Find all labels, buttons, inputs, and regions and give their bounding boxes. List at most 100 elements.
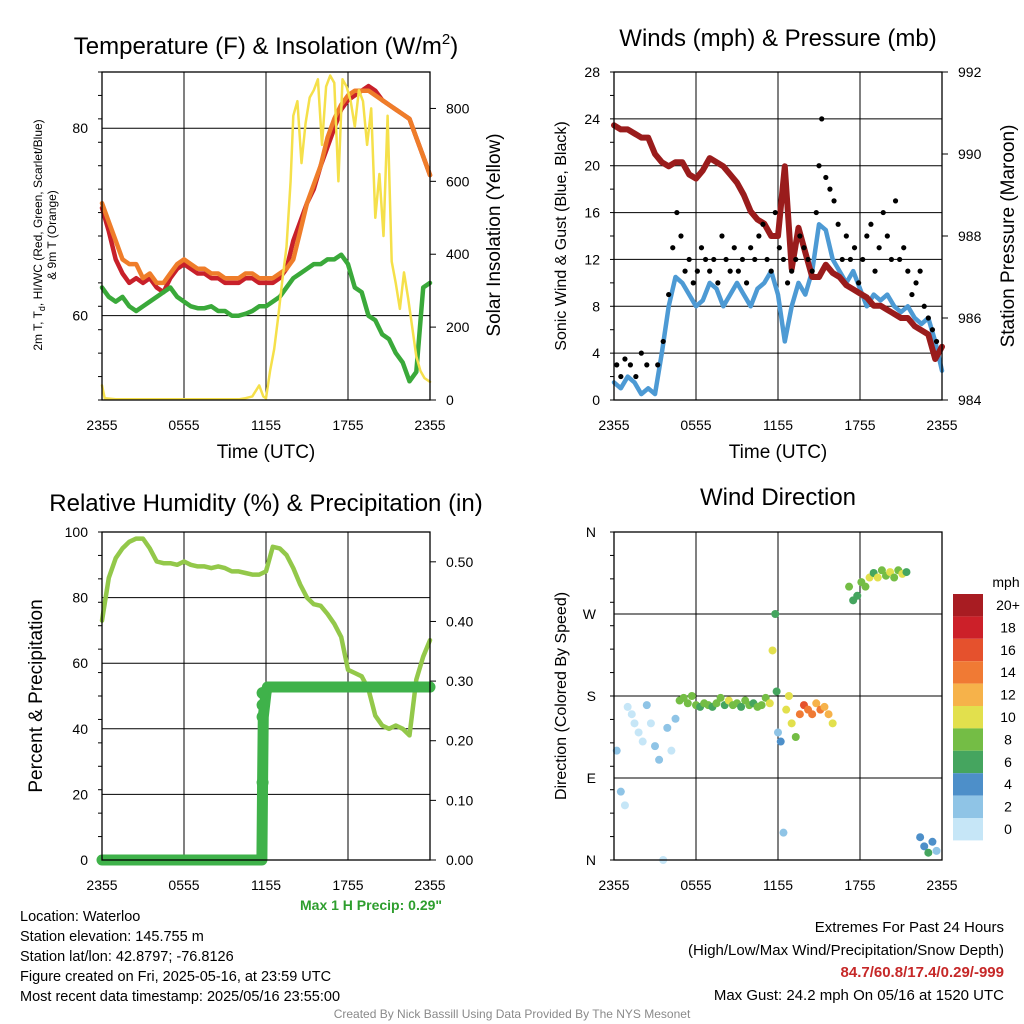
y-tick-label: 8 [592,298,600,314]
gust-point [748,245,754,251]
gust-point [801,245,807,251]
humidity-ylabel-left: Percent & Precipitation [26,599,47,792]
gust-point [723,256,729,263]
gust-point [760,221,766,227]
y2-tick-label: 0 [446,392,454,408]
plot-frame [101,531,431,861]
gust-point [793,256,799,263]
gust-point [627,362,634,368]
gust-point [809,268,815,274]
colorbar-label: 20+ [996,597,1020,613]
gust-point [819,116,825,122]
direction-title: Wind Direction [700,484,856,511]
y2-tick-label: 400 [446,246,470,262]
x-tick-label: 2355 [598,877,629,893]
gust-point [868,221,874,227]
x-tick-label: 1155 [763,877,793,893]
direction-point [812,699,821,708]
colorbar-label: 2 [1004,799,1012,815]
y2-tick-label: 988 [958,228,982,244]
gust-point [813,209,819,216]
precip-line [96,681,436,866]
y-tick-label: 0 [80,852,88,868]
direction-point [771,610,780,618]
gust-point [784,280,791,286]
extremes-line2: (High/Low/Max Wind/Precipitation/Snow De… [688,941,1004,959]
colorbar-label: 12 [1000,687,1016,703]
gust-point [831,198,837,204]
direction-point [920,842,929,851]
direction-point [886,568,895,577]
direction-point [873,573,882,582]
direction-point [620,801,629,810]
gust-point [618,373,624,380]
direction-point [671,714,680,723]
direction-ylabel-left: Direction (Colored By Speed) [553,592,570,800]
y2-tick-label: 0.20 [446,733,473,749]
y-tick-label: 20 [584,158,600,174]
gust-point [711,256,717,263]
gust-point [933,338,940,345]
y-tick-label: W [583,606,597,622]
y2-tick-label: 992 [958,64,982,80]
temperature-title: Temperature (F) & Insolation (W/m2) [74,31,458,60]
x-tick-label: 1755 [844,417,875,433]
colorbar-label: 18 [1000,619,1016,635]
gust-point [707,268,713,274]
y-tick-label: 28 [584,64,600,80]
plot-frame [101,71,431,401]
direction-point [623,702,632,711]
direction-point [627,710,636,719]
direction-point [634,728,643,737]
direction-point [820,702,829,711]
gust-point [823,174,829,181]
direction-point [642,701,651,710]
gust-point [843,233,849,239]
x-tick-label: 0555 [680,417,711,433]
y2-tick-label: 0.40 [446,613,473,629]
y-tick-label: 40 [72,721,88,737]
direction-point [853,591,862,600]
gust-point [913,280,919,286]
colorbar-label: 16 [1000,642,1016,658]
direction-point [679,693,688,702]
direction-point [902,568,911,577]
colorbar-label: 0 [1004,821,1012,837]
direction-point [787,719,796,728]
extremes-gust: Max Gust: 24.2 mph On 05/16 at 1520 UTC [713,986,1004,1004]
direction-point [765,699,774,708]
colorbar-swatch [953,773,983,796]
x-tick-label: 1755 [844,877,875,893]
x-tick-label: 2355 [414,417,445,433]
direction-point [646,719,655,728]
y-tick-label: S [587,688,596,704]
direction-point [712,699,721,708]
extremes-box: Extremes For Past 24 Hours (High/Low/Max… [688,917,1004,1007]
direction-point [768,646,777,655]
gust-point [884,233,890,239]
x-tick-label: 1755 [332,417,363,433]
y-tick-label: 60 [72,308,88,324]
colorbar-swatch [953,594,983,617]
gust-point [655,362,661,368]
gust-point [682,268,688,274]
colorbar-swatch [953,638,983,662]
humidity-title: Relative Humidity (%) & Precipitation (i… [49,490,482,517]
y2-tick-label: 0.50 [446,554,473,570]
direction-point [687,692,696,700]
direction-point [845,582,854,591]
colorbar-label: 10 [1000,709,1016,725]
info-elevation: Station elevation: 145.755 m [20,929,204,945]
gust-point [909,291,915,298]
y-tick-label: 80 [72,590,88,606]
colorbar-label: 14 [1000,664,1016,680]
colorbar-swatch [953,795,983,818]
temperature-ylabel-left: 2m T, Td, HI/WC (Red, Green, Scarlet/Blu… [31,119,47,350]
series-line-3 [100,74,432,401]
gust-point [789,268,795,274]
humidity-panel: 2355 0555 1155 1755 2355 0 20 40 60 80 100 0.00 0.10… [65,524,474,893]
gust-point [633,373,639,380]
colorbar-swatch [953,683,983,706]
y-tick-label: 16 [584,205,600,221]
direction-point [667,746,676,755]
